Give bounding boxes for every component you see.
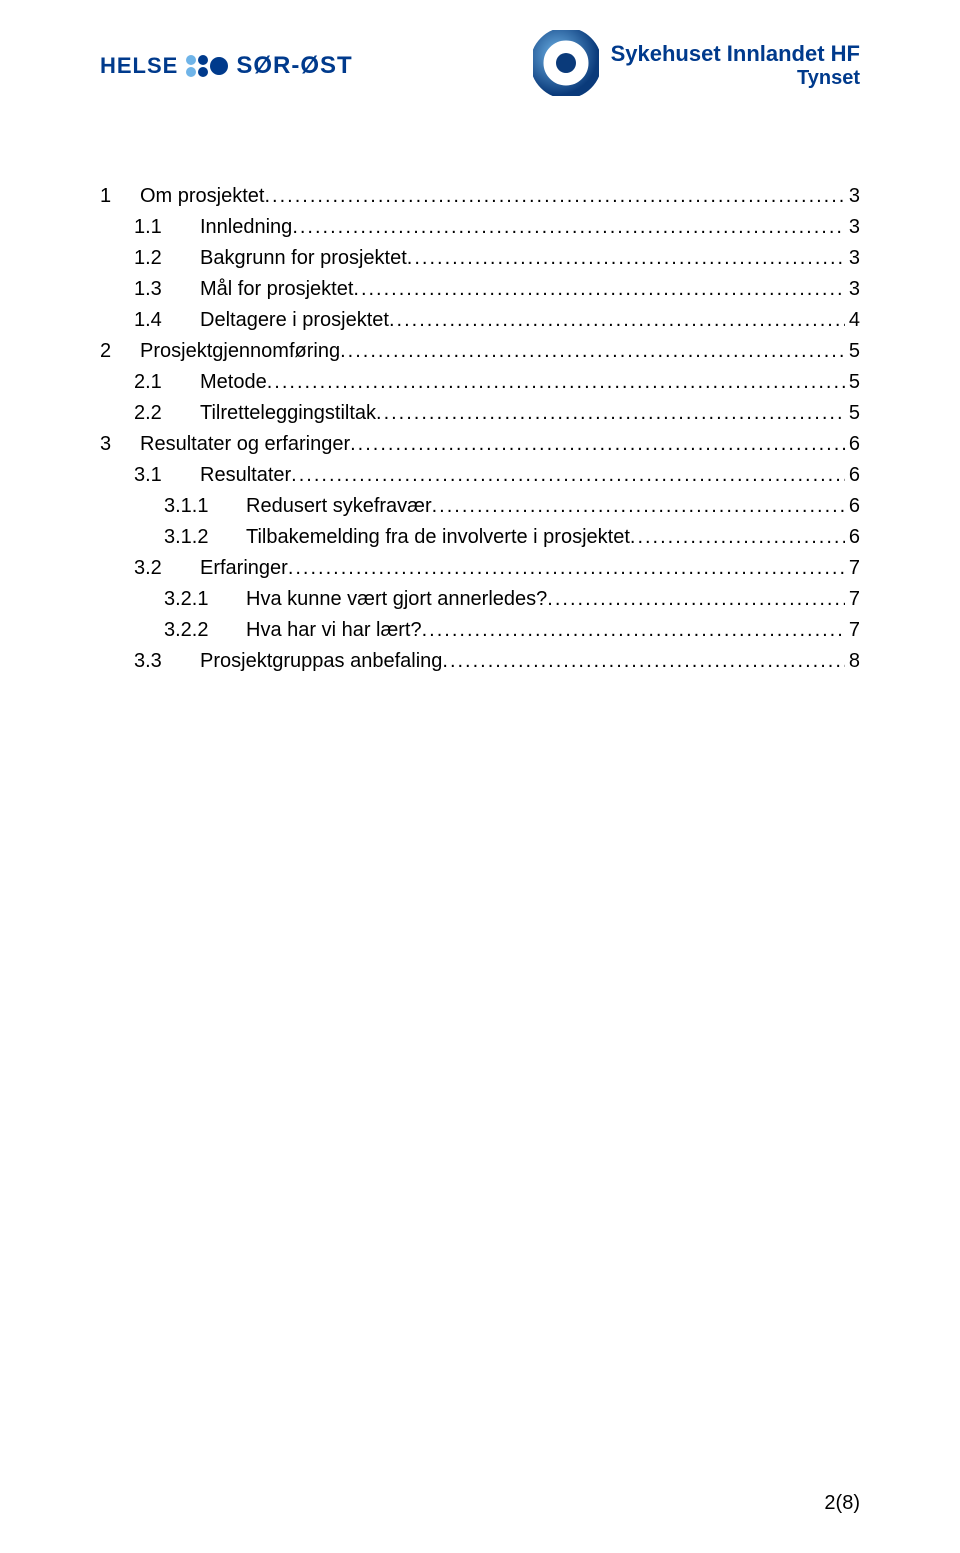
toc-entry-page: 3 <box>845 212 860 243</box>
hospital-name-block: Sykehuset Innlandet HF Tynset <box>611 41 860 90</box>
toc-entry-number: 1 <box>100 181 134 212</box>
toc-entry-page: 3 <box>845 274 860 305</box>
toc-entry-number: 2.1 <box>134 367 194 398</box>
hospital-ring-icon <box>533 30 599 101</box>
toc-entry-title: Resultater og erfaringer <box>134 429 350 460</box>
toc-leader-dots <box>267 367 845 398</box>
toc-entry-title: Prosjektgjennomføring <box>134 336 340 367</box>
toc-entry-page: 6 <box>845 429 860 460</box>
toc-entry[interactable]: 1.4Deltagere i prosjektet 4 <box>100 305 860 336</box>
toc-entry-number: 3.1.2 <box>164 522 240 553</box>
toc-entry-page: 6 <box>845 491 860 522</box>
toc-entry-page: 5 <box>845 398 860 429</box>
toc-entry-number: 3.1 <box>134 460 194 491</box>
toc-entry-title: Hva har vi har lært? <box>240 615 422 646</box>
toc-leader-dots <box>442 646 844 677</box>
logo-sykehuset-innlandet: Sykehuset Innlandet HF Tynset <box>533 30 860 101</box>
toc-entry-title: Tilretteleggingstiltak <box>194 398 376 429</box>
logo-helse-sor-ost: HELSE SØR-ØST <box>100 52 353 80</box>
toc-leader-dots <box>422 615 845 646</box>
sor-ost-text: SØR-ØST <box>236 52 352 80</box>
toc-entry[interactable]: 1.1Innledning 3 <box>100 212 860 243</box>
toc-leader-dots <box>291 460 845 491</box>
page-container: HELSE SØR-ØST <box>0 0 960 1553</box>
toc-entry-title: Om prosjektet <box>134 181 264 212</box>
toc-entry-title: Metode <box>194 367 267 398</box>
toc-entry-page: 7 <box>845 553 860 584</box>
toc-entry-number: 3.2.1 <box>164 584 240 615</box>
helse-text: HELSE <box>100 53 178 79</box>
toc-entry[interactable]: 3.3Prosjektgruppas anbefaling 8 <box>100 646 860 677</box>
toc-entry-page: 8 <box>845 646 860 677</box>
toc-leader-dots <box>407 243 845 274</box>
toc-entry-title: Hva kunne vært gjort annerledes? <box>240 584 547 615</box>
toc-entry-page: 4 <box>845 305 860 336</box>
toc-entry[interactable]: 3.2.1Hva kunne vært gjort annerledes? 7 <box>100 584 860 615</box>
toc-entry-page: 3 <box>845 243 860 274</box>
toc-entry[interactable]: 3Resultater og erfaringer 6 <box>100 429 860 460</box>
toc-entry-title: Tilbakemelding fra de involverte i prosj… <box>240 522 630 553</box>
toc-entry-number: 3.2 <box>134 553 194 584</box>
toc-entry[interactable]: 2.1Metode 5 <box>100 367 860 398</box>
toc-leader-dots <box>376 398 845 429</box>
toc-entry-number: 3.2.2 <box>164 615 240 646</box>
toc-leader-dots <box>340 336 845 367</box>
toc-entry[interactable]: 1.3Mål for prosjektet 3 <box>100 274 860 305</box>
hospital-line1: Sykehuset Innlandet HF <box>611 41 860 67</box>
page-header: HELSE SØR-ØST <box>100 30 860 101</box>
toc-entry-title: Innledning <box>194 212 292 243</box>
toc-leader-dots <box>350 429 845 460</box>
toc-entry-number: 1.2 <box>134 243 194 274</box>
toc-entry[interactable]: 3.2Erfaringer 7 <box>100 553 860 584</box>
toc-entry-title: Mål for prosjektet <box>194 274 353 305</box>
toc-entry[interactable]: 2Prosjektgjennomføring 5 <box>100 336 860 367</box>
page-number-indicator: 2(8) <box>824 1492 860 1515</box>
hospital-line2: Tynset <box>611 67 860 90</box>
toc-entry[interactable]: 3.2.2Hva har vi har lært? 7 <box>100 615 860 646</box>
toc-entry-number: 3 <box>100 429 134 460</box>
toc-entry-page: 5 <box>845 367 860 398</box>
toc-entry-page: 5 <box>845 336 860 367</box>
toc-entry-number: 2 <box>100 336 134 367</box>
toc-leader-dots <box>292 212 845 243</box>
toc-entry-number: 1.4 <box>134 305 194 336</box>
toc-entry-title: Redusert sykefravær <box>240 491 432 522</box>
toc-entry-page: 6 <box>845 460 860 491</box>
toc-entry-page: 6 <box>845 522 860 553</box>
toc-entry[interactable]: 3.1.2Tilbakemelding fra de involverte i … <box>100 522 860 553</box>
toc-entry-number: 1.1 <box>134 212 194 243</box>
toc-entry-title: Prosjektgruppas anbefaling <box>194 646 442 677</box>
toc-entry-title: Erfaringer <box>194 553 288 584</box>
toc-entry-page: 3 <box>845 181 860 212</box>
toc-entry-page: 7 <box>845 615 860 646</box>
table-of-contents: 1Om prosjektet 31.1Innledning 31.2Bakgru… <box>100 181 860 677</box>
toc-entry[interactable]: 3.1Resultater 6 <box>100 460 860 491</box>
toc-leader-dots <box>630 522 845 553</box>
toc-leader-dots <box>432 491 845 522</box>
toc-entry[interactable]: 1.2Bakgrunn for prosjektet 3 <box>100 243 860 274</box>
toc-leader-dots <box>547 584 845 615</box>
toc-entry-number: 3.1.1 <box>164 491 240 522</box>
toc-leader-dots <box>264 181 844 212</box>
toc-leader-dots <box>389 305 845 336</box>
toc-entry-title: Bakgrunn for prosjektet <box>194 243 407 274</box>
toc-entry[interactable]: 3.1.1Redusert sykefravær 6 <box>100 491 860 522</box>
toc-leader-dots <box>353 274 844 305</box>
toc-entry-number: 1.3 <box>134 274 194 305</box>
toc-entry-number: 2.2 <box>134 398 194 429</box>
toc-leader-dots <box>288 553 845 584</box>
toc-entry[interactable]: 1Om prosjektet 3 <box>100 181 860 212</box>
toc-entry-number: 3.3 <box>134 646 194 677</box>
helse-dots-icon <box>186 55 228 77</box>
toc-entry-title: Deltagere i prosjektet <box>194 305 389 336</box>
toc-entry-title: Resultater <box>194 460 291 491</box>
toc-entry-page: 7 <box>845 584 860 615</box>
toc-entry[interactable]: 2.2Tilretteleggingstiltak 5 <box>100 398 860 429</box>
